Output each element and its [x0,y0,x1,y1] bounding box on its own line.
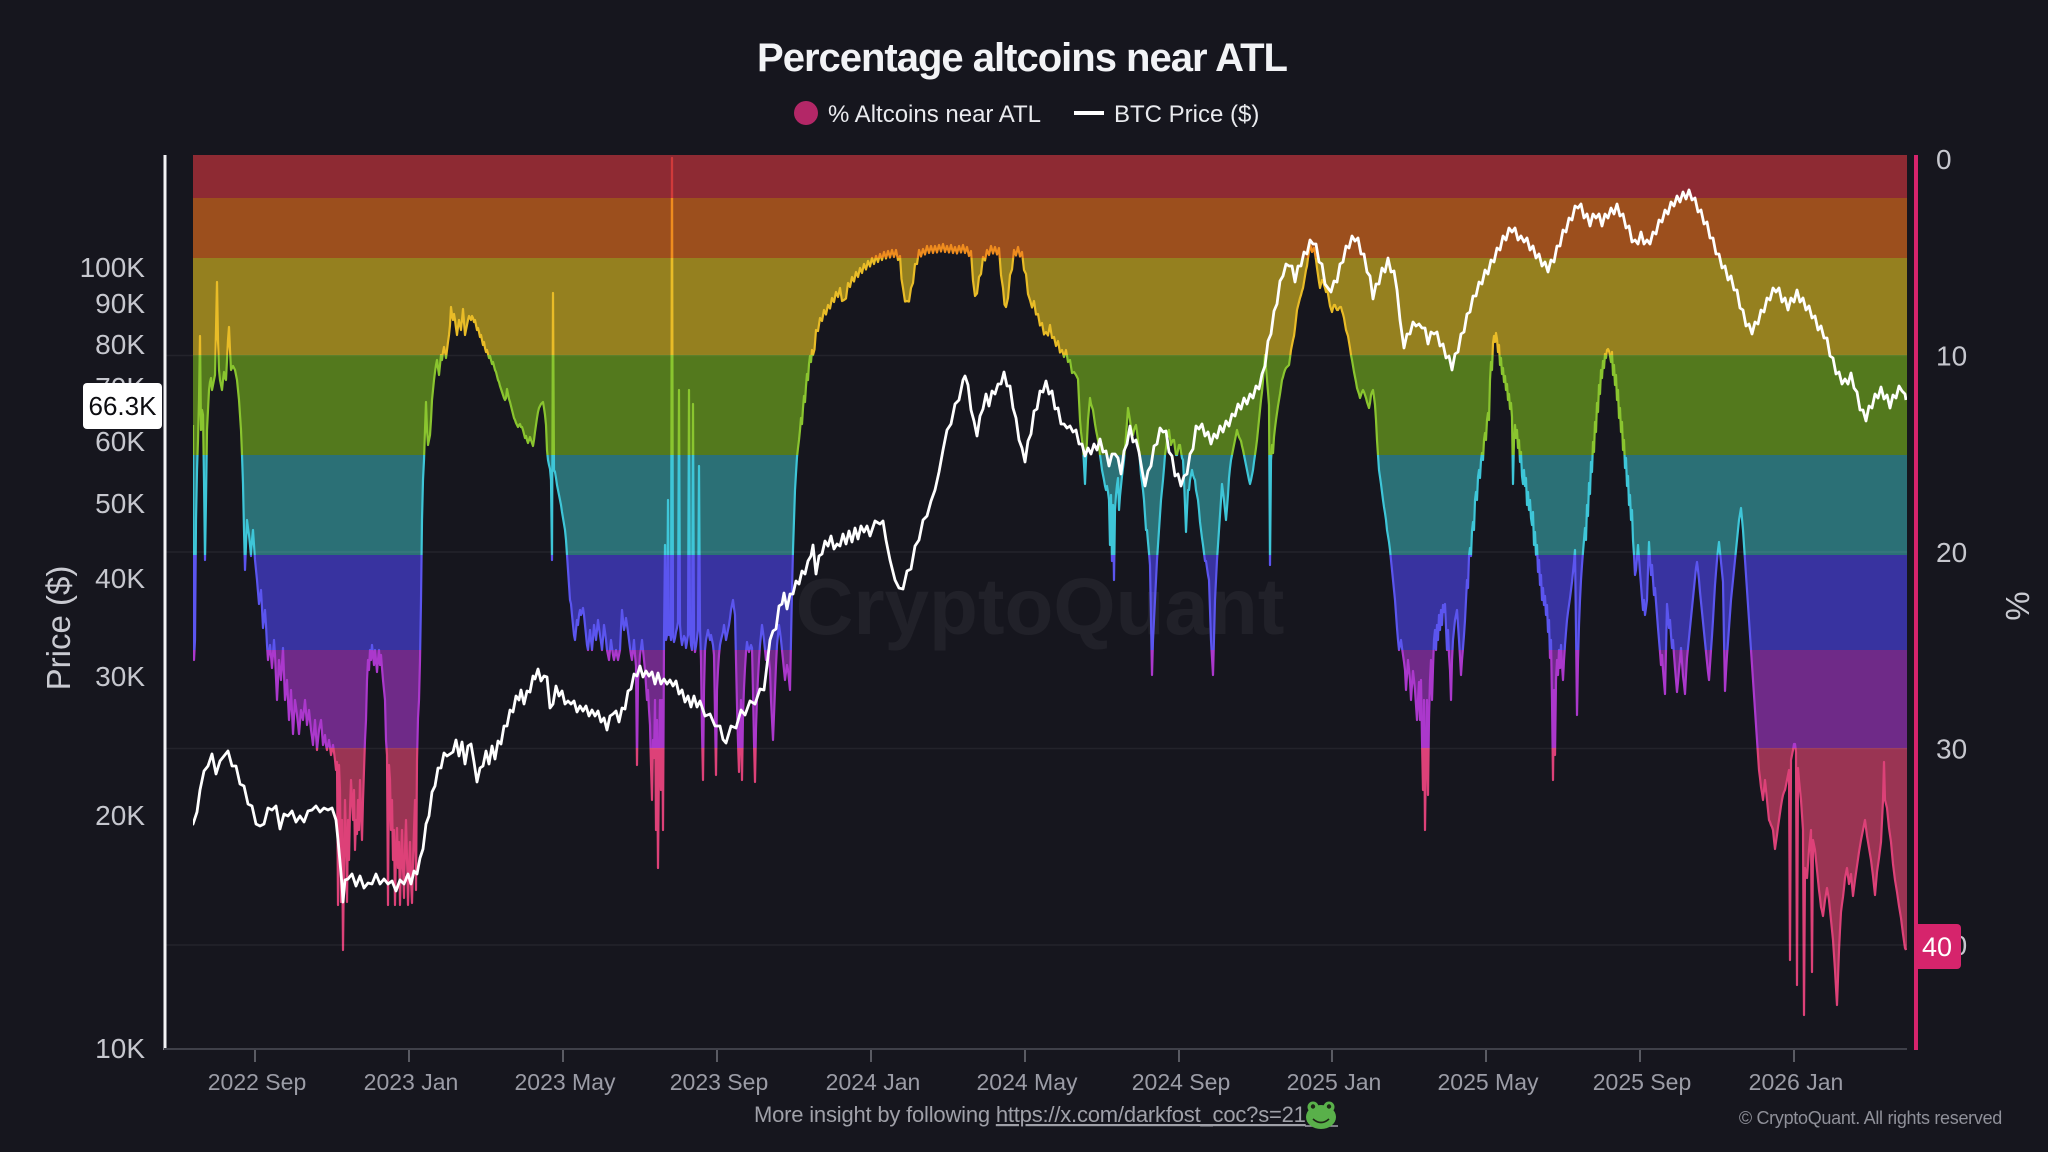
svg-text:2024 Jan: 2024 Jan [826,1069,921,1095]
svg-text:40K: 40K [95,563,145,594]
svg-text:0: 0 [1936,144,1952,175]
svg-text:66.3K: 66.3K [89,391,158,421]
svg-text:20: 20 [1936,537,1967,568]
svg-text:Price ($): Price ($) [40,566,77,691]
svg-text:2023 May: 2023 May [514,1069,616,1095]
svg-text:2025 May: 2025 May [1437,1069,1539,1095]
svg-text:30K: 30K [95,661,145,692]
svg-text:10K: 10K [95,1033,145,1064]
svg-text:2025 Jan: 2025 Jan [1287,1069,1382,1095]
svg-text:10: 10 [1936,341,1967,372]
svg-text:Percentage altcoins near ATL: Percentage altcoins near ATL [757,36,1288,80]
svg-text:90K: 90K [95,288,145,319]
svg-text:40: 40 [1922,932,1952,962]
svg-text:2024 May: 2024 May [976,1069,1078,1095]
svg-text:2026 Jan: 2026 Jan [1749,1069,1844,1095]
svg-text:BTC Price ($): BTC Price ($) [1114,101,1259,128]
svg-text:100K: 100K [80,252,146,283]
svg-text:More insight by following http: More insight by following https://x.com/… [754,1102,1306,1127]
svg-text:CryptoQuant: CryptoQuant [796,562,1285,651]
svg-text:2023 Sep: 2023 Sep [670,1069,768,1095]
svg-text:2025 Sep: 2025 Sep [1593,1069,1691,1095]
svg-text:50K: 50K [95,488,145,519]
svg-text:%: % [1999,591,2036,620]
svg-text:60K: 60K [95,426,145,457]
svg-text:20K: 20K [95,800,145,831]
svg-text:80K: 80K [95,329,145,360]
svg-text:2024 Sep: 2024 Sep [1132,1069,1230,1095]
svg-text:% Altcoins near ATL: % Altcoins near ATL [828,101,1041,128]
svg-text:2023 Jan: 2023 Jan [364,1069,459,1095]
svg-text:2022 Sep: 2022 Sep [208,1069,306,1095]
svg-text:© CryptoQuant. All rights rese: © CryptoQuant. All rights reserved [1739,1108,2002,1128]
svg-text:30: 30 [1936,734,1967,765]
